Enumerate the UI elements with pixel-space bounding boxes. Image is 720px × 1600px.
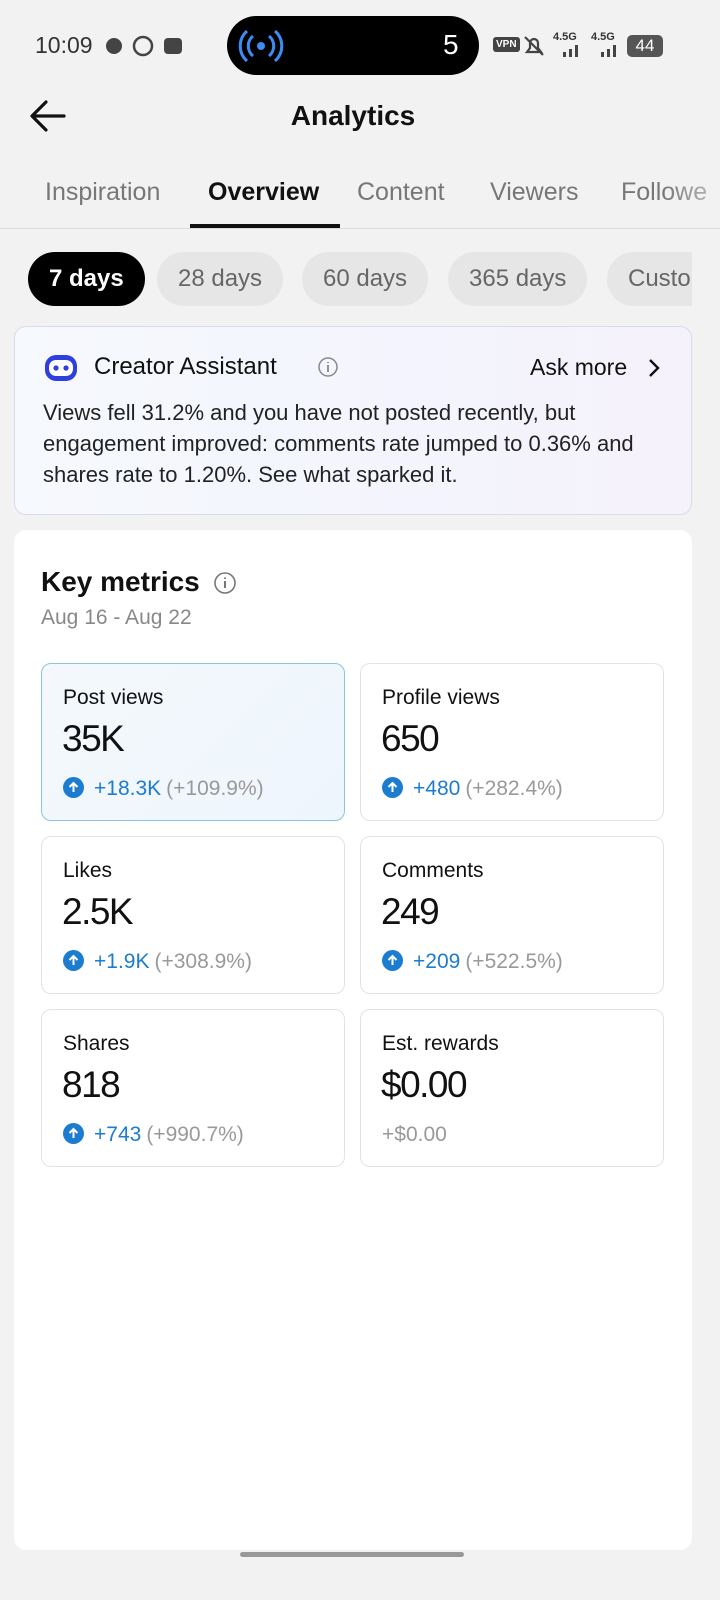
change-amount: +743 — [94, 1123, 142, 1146]
metric-change: +209 (+522.5%) — [382, 950, 563, 974]
up-arrow-icon — [63, 777, 84, 798]
broadcast-icon — [238, 29, 284, 63]
change-amount: +480 — [413, 777, 461, 800]
metric-label: Shares — [63, 1032, 130, 1055]
filter-pill[interactable]: 28 days — [157, 252, 284, 306]
tab[interactable]: Followers — [621, 178, 706, 207]
network-1: 4.5G — [553, 31, 577, 43]
change-amount: +209 — [413, 950, 461, 973]
tab[interactable]: Content — [357, 178, 445, 206]
change-amount: +18.3K — [94, 777, 162, 800]
filter-pill[interactable]: 7 days — [28, 252, 145, 306]
change-percent: (+522.5%) — [465, 950, 563, 973]
signal-bars — [563, 45, 616, 57]
metric-label: Est. rewards — [382, 1032, 499, 1055]
info-icon[interactable] — [213, 571, 237, 595]
metric-card[interactable]: Post views 35K +18.3K (+109.9%) — [41, 663, 345, 821]
metric-value: $0.00 — [381, 1064, 468, 1105]
metric-label: Comments — [382, 859, 484, 882]
metric-change: +480 (+282.4%) — [382, 777, 563, 801]
tab[interactable]: Viewers — [490, 178, 579, 206]
up-arrow-icon — [382, 777, 403, 798]
filter-pill[interactable]: 365 days — [448, 252, 588, 306]
metric-label: Likes — [63, 859, 113, 882]
up-arrow-icon — [63, 950, 84, 971]
metric-change: +18.3K (+109.9%) — [63, 777, 264, 801]
assistant-message: Views fell 31.2% and you have not posted… — [43, 400, 634, 487]
assistant-logo — [45, 355, 77, 381]
metric-change: +1.9K (+308.9%) — [63, 950, 252, 974]
metric-label: Post views — [63, 686, 164, 709]
metric-card[interactable]: Est. rewards $0.00 +$0.00 — [360, 1009, 664, 1167]
metric-card[interactable]: Comments 249 +209 (+522.5%) — [360, 836, 664, 994]
metric-value: 650 — [381, 718, 440, 759]
metric-value: 818 — [62, 1064, 121, 1105]
battery: 44 — [627, 35, 663, 57]
status-time: 10:09 — [35, 32, 93, 58]
metric-value: 35K — [62, 718, 125, 759]
change-amount: +1.9K — [94, 950, 150, 973]
metrics-title: Key metrics — [41, 566, 200, 597]
change-amount: +$0.00 — [382, 1123, 447, 1146]
filter-pill[interactable]: 60 days — [302, 252, 429, 306]
filter-strip: 7 days 28 days 60 days 365 days Custom — [0, 0, 692, 320]
metric-change: +$0.00 — [382, 1123, 447, 1147]
metric-card[interactable]: Profile views 650 +480 (+282.4%) — [360, 663, 664, 821]
mute-icon — [524, 36, 544, 56]
assistant-title: Creator Assistant — [94, 353, 277, 380]
tab[interactable]: Inspiration — [45, 178, 161, 206]
change-percent: (+990.7%) — [146, 1123, 244, 1146]
divider — [0, 228, 720, 229]
change-percent: (+109.9%) — [166, 777, 264, 800]
metric-value: 249 — [381, 891, 440, 932]
ask-more[interactable]: Ask more — [530, 354, 628, 380]
network-2: 4.5G — [591, 31, 615, 43]
metric-card[interactable]: Likes 2.5K +1.9K (+308.9%) — [41, 836, 345, 994]
date-range: Aug 16 - Aug 22 — [41, 606, 192, 629]
home-indicator — [240, 1552, 464, 1557]
tab[interactable]: Overview — [208, 178, 320, 206]
info-icon[interactable] — [317, 356, 339, 378]
chevron — [649, 359, 660, 377]
page-title: Analytics — [290, 100, 416, 131]
tab-strip: Inspiration Overview Content Viewers Fol… — [0, 0, 706, 230]
up-arrow-icon — [382, 950, 403, 971]
vpn-badge: VPN — [493, 37, 520, 52]
tab-underline — [190, 224, 340, 228]
metric-card[interactable]: Shares 818 +743 (+990.7%) — [41, 1009, 345, 1167]
metric-label: Profile views — [382, 686, 500, 709]
back-button[interactable] — [28, 98, 68, 134]
change-percent: (+308.9%) — [154, 950, 252, 973]
dynamic-island: 5 — [227, 16, 479, 75]
change-percent: (+282.4%) — [465, 777, 563, 800]
metric-value: 2.5K — [62, 891, 134, 932]
island-count: 5 — [443, 29, 459, 60]
assistant-card[interactable]: Creator Assistant Ask more Views fell 31… — [14, 326, 692, 515]
status-icons — [106, 35, 182, 57]
metric-change: +743 (+990.7%) — [63, 1123, 244, 1147]
filter-pill[interactable]: Custom — [607, 252, 692, 306]
up-arrow-icon — [63, 1123, 84, 1144]
